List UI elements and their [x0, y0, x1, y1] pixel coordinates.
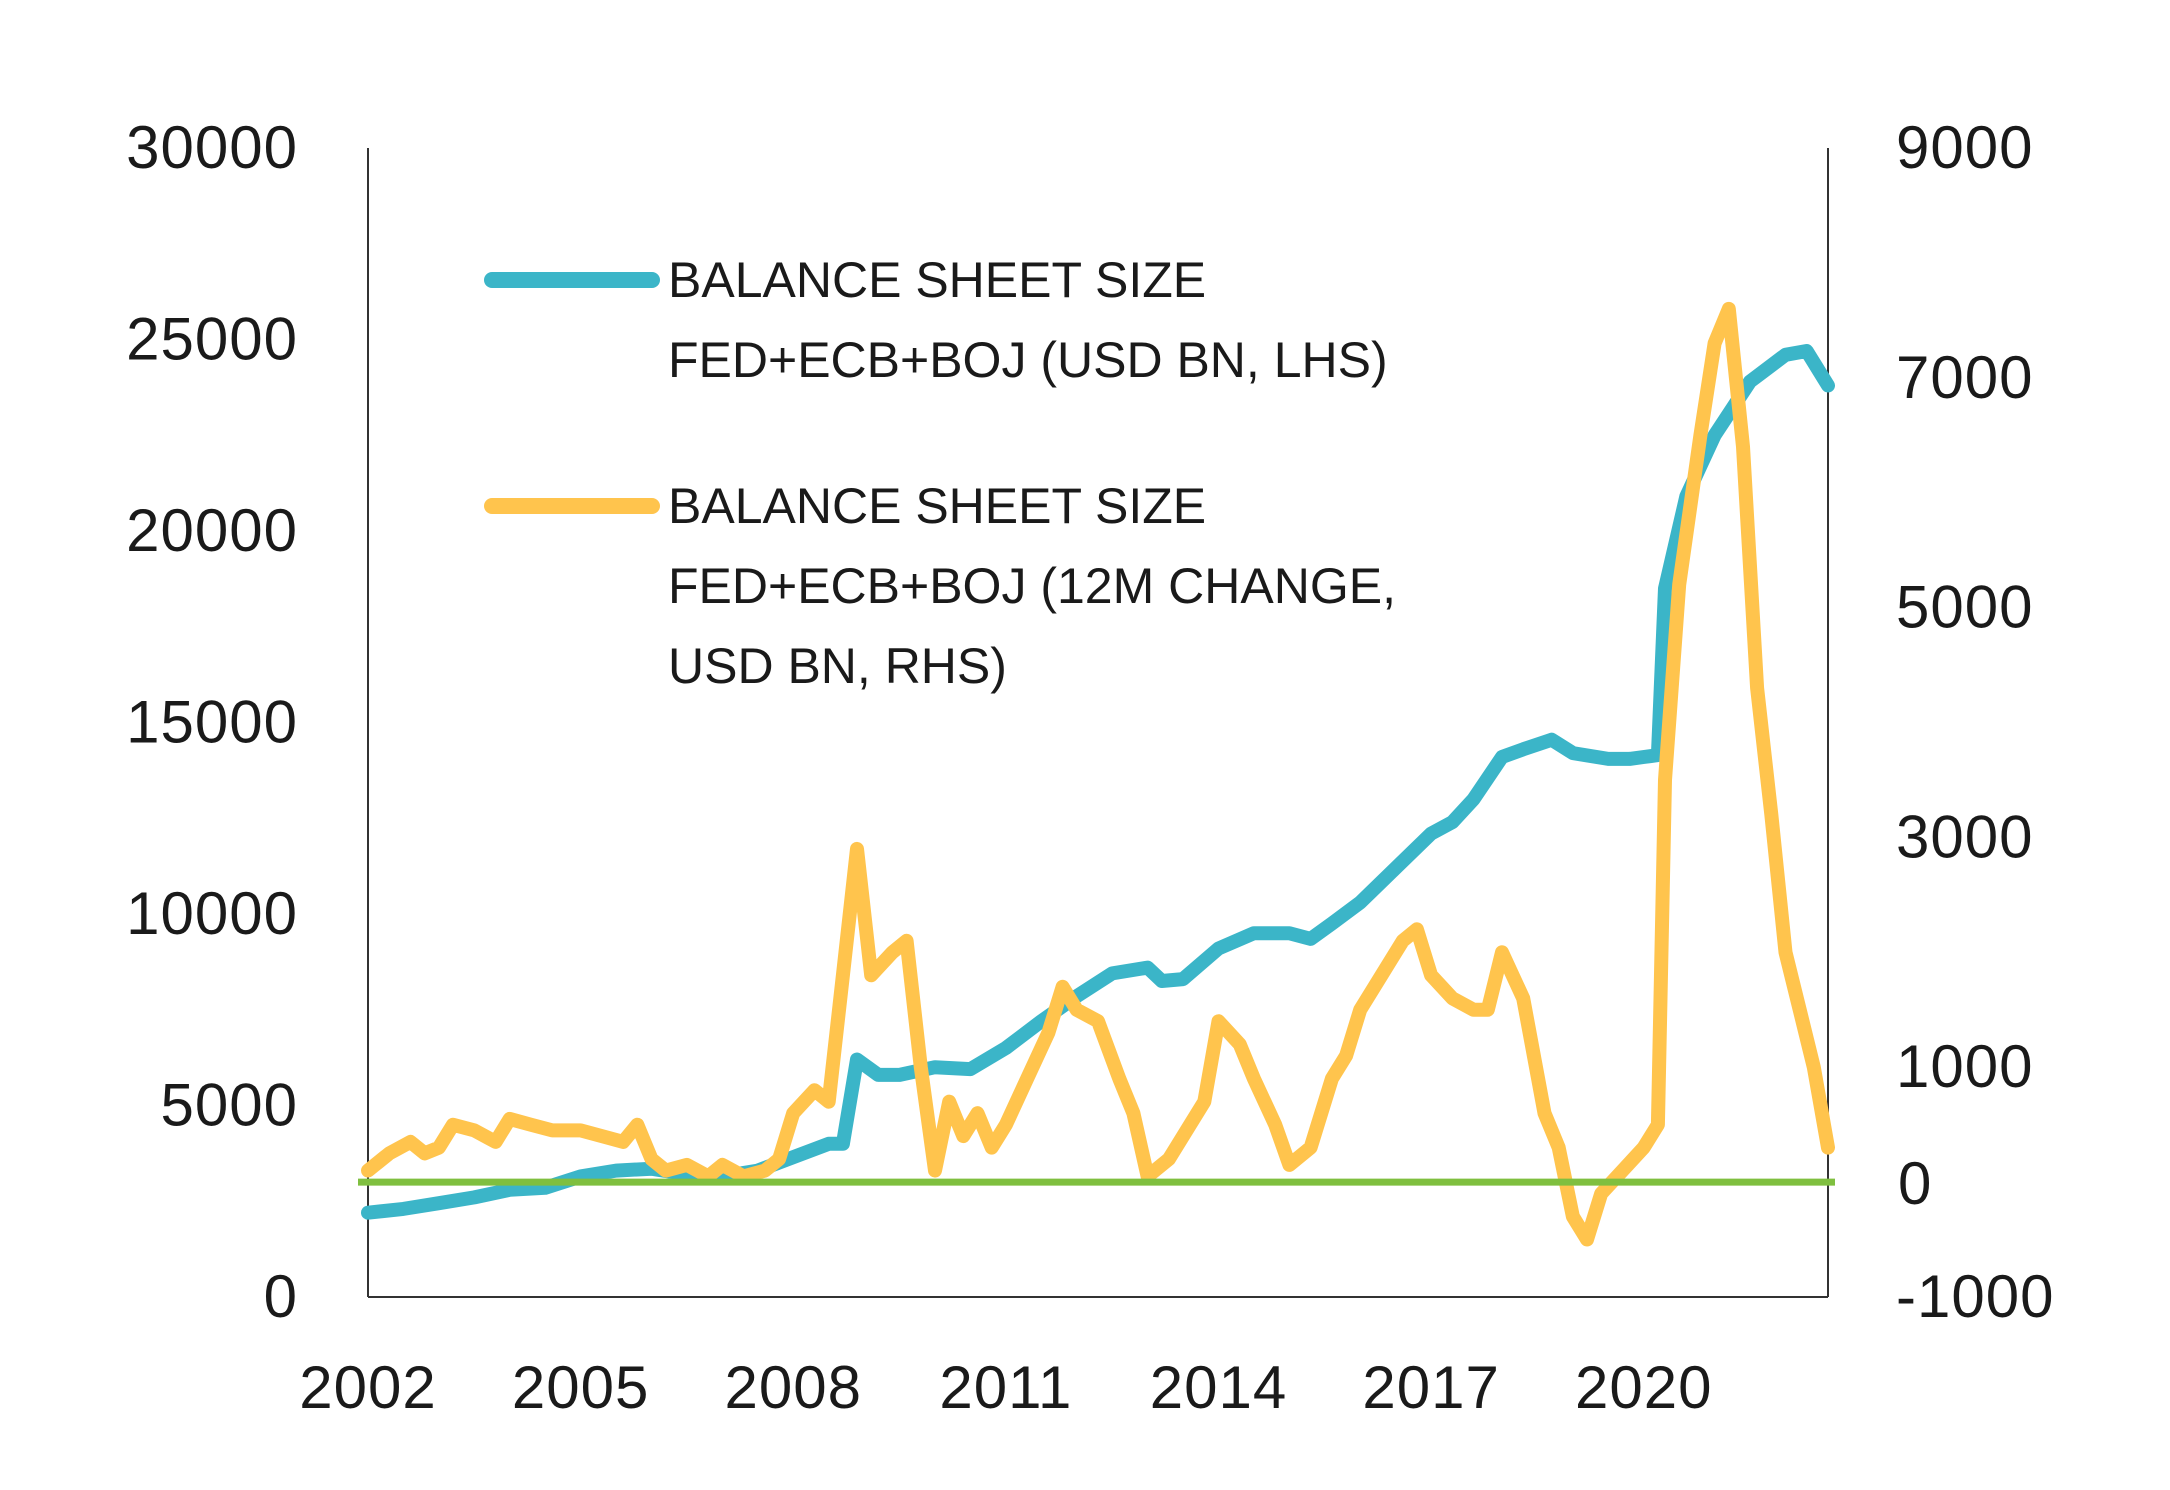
- legend-label: FED+ECB+BOJ (USD BN, LHS): [668, 332, 1388, 388]
- right-tick-label: 7000: [1896, 344, 2033, 411]
- x-axis-ticks: 2002 2005 2008 2011 2014 2017 2020: [299, 1354, 1712, 1421]
- series-line-2: [361, 301, 1835, 1247]
- x-tick-label: 2011: [939, 1354, 1072, 1421]
- right-axis-ticks: -1000 1000 3000 5000 7000 9000: [1896, 114, 2054, 1330]
- legend-label: FED+ECB+BOJ (12M CHANGE,: [668, 558, 1396, 614]
- right-tick-label: -1000: [1896, 1263, 2054, 1330]
- right-tick-label: 5000: [1896, 574, 2033, 641]
- left-tick-label: 30000: [126, 114, 298, 181]
- legend: BALANCE SHEET SIZE FED+ECB+BOJ (USD BN, L…: [484, 252, 1396, 694]
- x-tick-label: 2020: [1575, 1354, 1712, 1421]
- left-tick-label: 20000: [126, 497, 298, 564]
- x-tick-label: 2017: [1362, 1354, 1499, 1421]
- left-tick-label: 15000: [126, 689, 298, 756]
- axes: [367, 148, 1829, 1298]
- legend-label: BALANCE SHEET SIZE: [668, 478, 1206, 534]
- series-lines: [361, 301, 1835, 1247]
- right-tick-label: 9000: [1896, 114, 2033, 181]
- legend-label: BALANCE SHEET SIZE: [668, 252, 1206, 308]
- left-tick-label: 0: [264, 1263, 298, 1330]
- left-tick-label: 5000: [161, 1072, 298, 1139]
- legend-label: USD BN, RHS): [668, 638, 1007, 694]
- left-axis-ticks: 0 5000 10000 15000 20000 25000 30000: [126, 114, 298, 1330]
- zero-label: 0: [1898, 1150, 1932, 1217]
- x-tick-label: 2008: [725, 1354, 862, 1421]
- x-tick-label: 2002: [299, 1354, 436, 1421]
- left-tick-label: 25000: [126, 306, 298, 373]
- left-tick-label: 10000: [126, 880, 298, 947]
- x-tick-label: 2014: [1150, 1354, 1287, 1421]
- right-tick-label: 1000: [1896, 1033, 2033, 1100]
- right-tick-label: 3000: [1896, 803, 2033, 870]
- x-tick-label: 2005: [512, 1354, 649, 1421]
